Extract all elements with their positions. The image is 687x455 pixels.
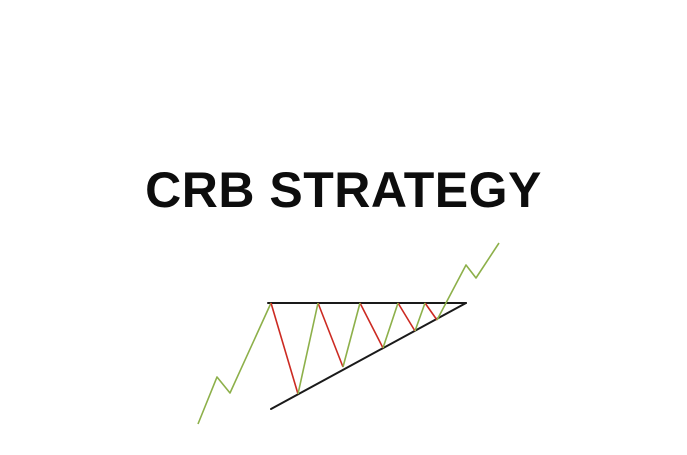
down-swing-4	[397, 302, 416, 332]
breakout-line	[436, 242, 500, 321]
up-swing-4	[414, 302, 426, 332]
uptrend-approach-line	[197, 302, 272, 425]
support-line	[270, 302, 467, 410]
up-swing-2	[342, 302, 361, 368]
down-swing-1	[270, 302, 299, 395]
down-swing-3	[359, 302, 384, 349]
page-title: CRB STRATEGY	[145, 162, 542, 218]
down-swing-5	[424, 302, 438, 321]
up-swing-1	[297, 302, 319, 395]
up-swing-3	[382, 302, 399, 349]
down-swing-2	[317, 302, 344, 368]
